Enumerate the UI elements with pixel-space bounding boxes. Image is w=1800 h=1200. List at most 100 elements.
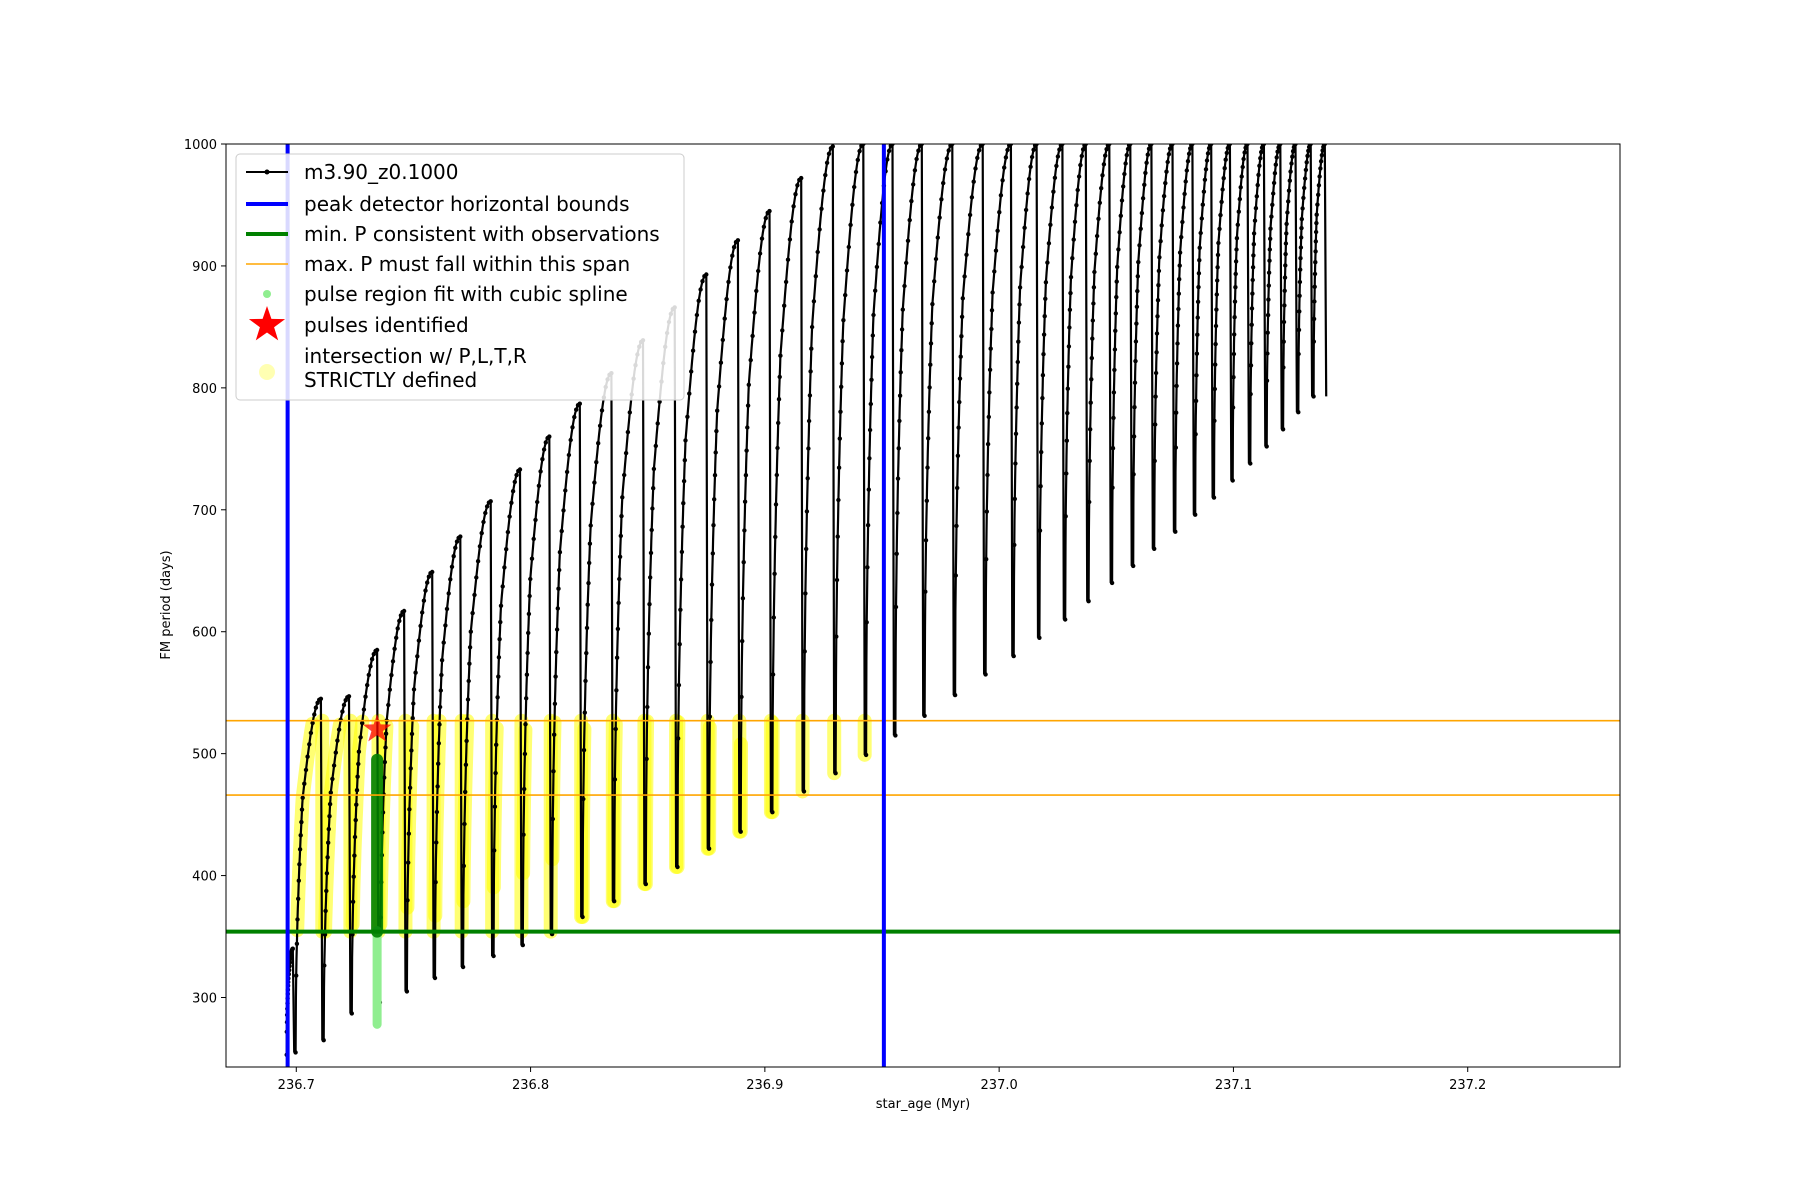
track-point: [535, 499, 540, 505]
track-point: [1090, 336, 1095, 341]
track-point: [774, 472, 779, 478]
track-point: [930, 301, 935, 307]
track-point: [1154, 350, 1159, 355]
track-point: [935, 235, 940, 240]
track-point: [1046, 241, 1052, 246]
track-point: [1284, 221, 1289, 227]
track-point: [335, 738, 340, 743]
track-point: [1132, 405, 1137, 410]
track-point: [776, 397, 782, 402]
track-point: [1070, 256, 1075, 261]
y-tick-label-7: 1000: [184, 138, 217, 153]
track-point: [1174, 410, 1179, 415]
track-point: [312, 712, 317, 717]
track-point: [1240, 164, 1245, 170]
track-point: [1301, 195, 1306, 201]
track-point: [1066, 364, 1071, 369]
track-point: [1051, 189, 1056, 194]
track-point: [841, 318, 846, 323]
track-point: [1296, 410, 1301, 415]
track-point: [957, 376, 963, 381]
track-points-17: [770, 175, 804, 815]
track-point: [492, 848, 497, 853]
track-point: [809, 346, 814, 351]
y-tick-label-3: 600: [192, 626, 217, 641]
track-point: [1043, 296, 1048, 301]
track-points-23: [952, 144, 985, 698]
track-point: [1156, 283, 1161, 288]
track-point: [405, 898, 410, 903]
track-point: [836, 465, 842, 470]
track-point: [356, 749, 362, 754]
track-point: [895, 510, 900, 516]
track-point: [834, 577, 840, 583]
track-point: [984, 509, 989, 514]
track-point: [923, 589, 928, 594]
track-point: [1233, 271, 1238, 277]
track-point: [986, 414, 991, 420]
track-point: [526, 630, 531, 636]
track-point: [1285, 210, 1290, 215]
track-point: [1252, 218, 1258, 223]
track-point: [740, 638, 745, 644]
track-point: [1015, 381, 1020, 386]
track-point: [533, 517, 538, 523]
track-point: [1067, 307, 1073, 312]
track-point: [1275, 149, 1280, 154]
track-point: [1086, 599, 1091, 604]
track-point: [1281, 339, 1286, 344]
track-point: [1213, 341, 1218, 347]
x-tick-label-3: 237.0: [981, 1078, 1018, 1093]
track-point: [893, 733, 898, 738]
track-point: [1159, 223, 1164, 228]
track-point: [1088, 400, 1093, 405]
track-points-36: [1248, 144, 1267, 466]
track-point: [648, 550, 654, 556]
track-point: [809, 324, 815, 330]
track-point: [1028, 164, 1033, 169]
track-point: [1125, 146, 1131, 152]
track-point: [612, 899, 617, 904]
track-point: [1231, 375, 1236, 380]
y-tick-label-2: 500: [192, 748, 217, 763]
track-point: [1259, 149, 1264, 155]
track-point: [694, 312, 700, 318]
track-point: [1290, 149, 1296, 154]
track-point: [383, 731, 389, 736]
track-point: [1114, 294, 1119, 300]
track-point: [1029, 154, 1035, 160]
track-point: [985, 472, 990, 478]
track-point: [1057, 147, 1062, 152]
track-point: [1008, 144, 1014, 147]
track-point: [1282, 303, 1287, 308]
track-point: [711, 523, 716, 528]
track-point: [687, 391, 692, 396]
track-points-25: [1011, 144, 1039, 659]
track-point: [985, 441, 991, 447]
track-pulse-9: [521, 435, 552, 946]
legend-label-line: intersection w/ P,L,T,R: [304, 344, 527, 368]
track-point: [1049, 205, 1055, 210]
track-point: [1212, 418, 1217, 423]
track-point: [1122, 171, 1127, 177]
track-point: [365, 682, 370, 688]
track-point: [520, 942, 525, 948]
track-point: [465, 697, 471, 702]
track-point: [625, 429, 631, 435]
track-point: [1025, 191, 1030, 196]
track-point: [1110, 485, 1115, 490]
x-tick-label-1: 236.8: [512, 1078, 549, 1093]
track-point: [1265, 312, 1271, 318]
track-point: [785, 257, 791, 262]
track-point: [1316, 183, 1322, 188]
track-point: [1194, 351, 1200, 356]
track-points-7: [460, 499, 493, 970]
track-point: [446, 591, 451, 596]
track-point: [308, 730, 314, 736]
track-point: [1107, 144, 1112, 147]
track-point: [383, 745, 388, 750]
track-point: [1096, 216, 1101, 221]
track-point: [494, 742, 499, 747]
track-point: [928, 362, 933, 367]
